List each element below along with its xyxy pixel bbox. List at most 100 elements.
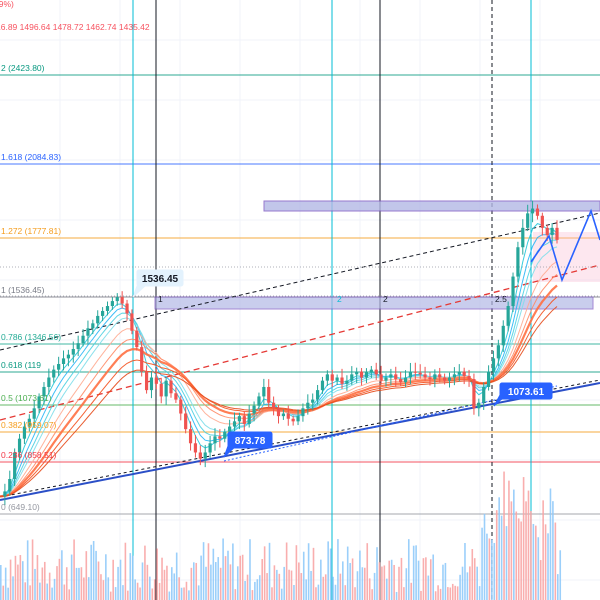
candle-body [42, 386, 46, 397]
volume-bar [535, 525, 537, 600]
supply-zone-lower[interactable] [154, 296, 594, 310]
volume-bar [239, 555, 242, 600]
volume-bar [320, 559, 322, 600]
mid-low-callout-text: 1073.61 [508, 387, 545, 398]
supply-zone-upper[interactable] [263, 200, 600, 212]
volume-bar [87, 577, 90, 600]
mid-low-callout-tip [493, 394, 508, 407]
volume-bar [263, 546, 266, 600]
volume-bar [261, 559, 263, 600]
volume-bar [256, 579, 259, 600]
volume-bar [434, 591, 437, 600]
volume-bar [451, 583, 454, 600]
volume-bar [185, 581, 188, 600]
candle-body [276, 408, 281, 417]
volume-bar [437, 585, 439, 600]
volume-bar [144, 545, 146, 600]
volume-bar [549, 488, 552, 600]
low-callout-tip [223, 445, 238, 458]
candle-body [47, 377, 51, 387]
candle-body [550, 227, 554, 236]
candle-body [96, 315, 100, 324]
candle-body [27, 418, 31, 427]
volume-bar [324, 574, 327, 600]
high-callout-box [136, 269, 184, 287]
volume-bar [109, 591, 112, 600]
volume-bar [359, 550, 361, 600]
volume-bar [180, 587, 183, 600]
volume-bar [258, 575, 261, 600]
wave-projection-path[interactable] [530, 208, 600, 283]
wave-label-3: 2.5 [495, 294, 507, 304]
candle-body [516, 247, 520, 277]
volume-bar [339, 573, 342, 600]
volume-bar [2, 585, 5, 600]
median-dashed[interactable] [0, 264, 600, 421]
change-readout: 89%) [0, 0, 14, 9]
volume-bar [300, 573, 303, 600]
volume-bar [114, 587, 117, 600]
volume-bar [508, 480, 510, 600]
volume-bar [337, 539, 339, 600]
volume-bar [131, 555, 134, 600]
volume-bar [19, 555, 22, 600]
volume-bar [542, 500, 544, 600]
candle-body [433, 374, 437, 380]
volume-bar [175, 552, 178, 600]
candle-body [320, 380, 325, 391]
volume-bar [75, 567, 78, 600]
candle-body [105, 306, 110, 311]
candle-body [423, 374, 427, 378]
candle-body [345, 380, 349, 384]
volume-bar [14, 555, 17, 600]
volume-bar [420, 590, 422, 600]
candle-body [140, 347, 144, 372]
resistance-dashed[interactable] [0, 212, 600, 351]
volume-bar [539, 560, 542, 600]
volume-bar [26, 540, 29, 600]
volume-bar [129, 553, 132, 600]
volume-bar [293, 585, 295, 600]
volume-bar [417, 560, 420, 600]
volume-bar [205, 566, 207, 600]
volume-bar [217, 557, 220, 600]
volume-bar [488, 538, 491, 600]
wave-projection[interactable] [530, 208, 600, 283]
volume-bar [378, 562, 381, 600]
volume-bar [278, 573, 281, 600]
volume-bar [354, 587, 356, 600]
candle-body [188, 429, 193, 444]
volume-bar [332, 576, 334, 600]
volume-bar [500, 515, 503, 600]
candle-body [291, 418, 295, 422]
volume-bars [0, 471, 562, 600]
volume-bar [249, 539, 251, 600]
volume-bar [393, 564, 395, 600]
candle-body [472, 379, 476, 409]
wave-label-2: 2 [383, 294, 388, 304]
volume-bar [510, 501, 513, 600]
volume-bar [100, 574, 102, 600]
volume-bar [493, 542, 496, 600]
volume-bar [268, 542, 271, 600]
volume-bar [466, 572, 469, 600]
volume-bar [234, 589, 237, 600]
volume-bar [515, 511, 518, 600]
volume-bar [210, 564, 212, 600]
candle-body [301, 408, 305, 417]
candle-body [486, 371, 491, 387]
candle-body [125, 303, 129, 314]
candle-body [506, 306, 510, 326]
support-trendline[interactable] [0, 382, 600, 501]
candle-body [325, 374, 329, 381]
volume-bar [449, 587, 452, 600]
volume-bar [276, 569, 278, 600]
volume-bar [4, 567, 7, 600]
candle-body [3, 491, 7, 497]
volume-bar [146, 564, 149, 600]
volume-bar [520, 521, 522, 600]
volume-bar [381, 566, 383, 600]
volume-bar [43, 561, 46, 600]
candle-body [262, 386, 266, 397]
